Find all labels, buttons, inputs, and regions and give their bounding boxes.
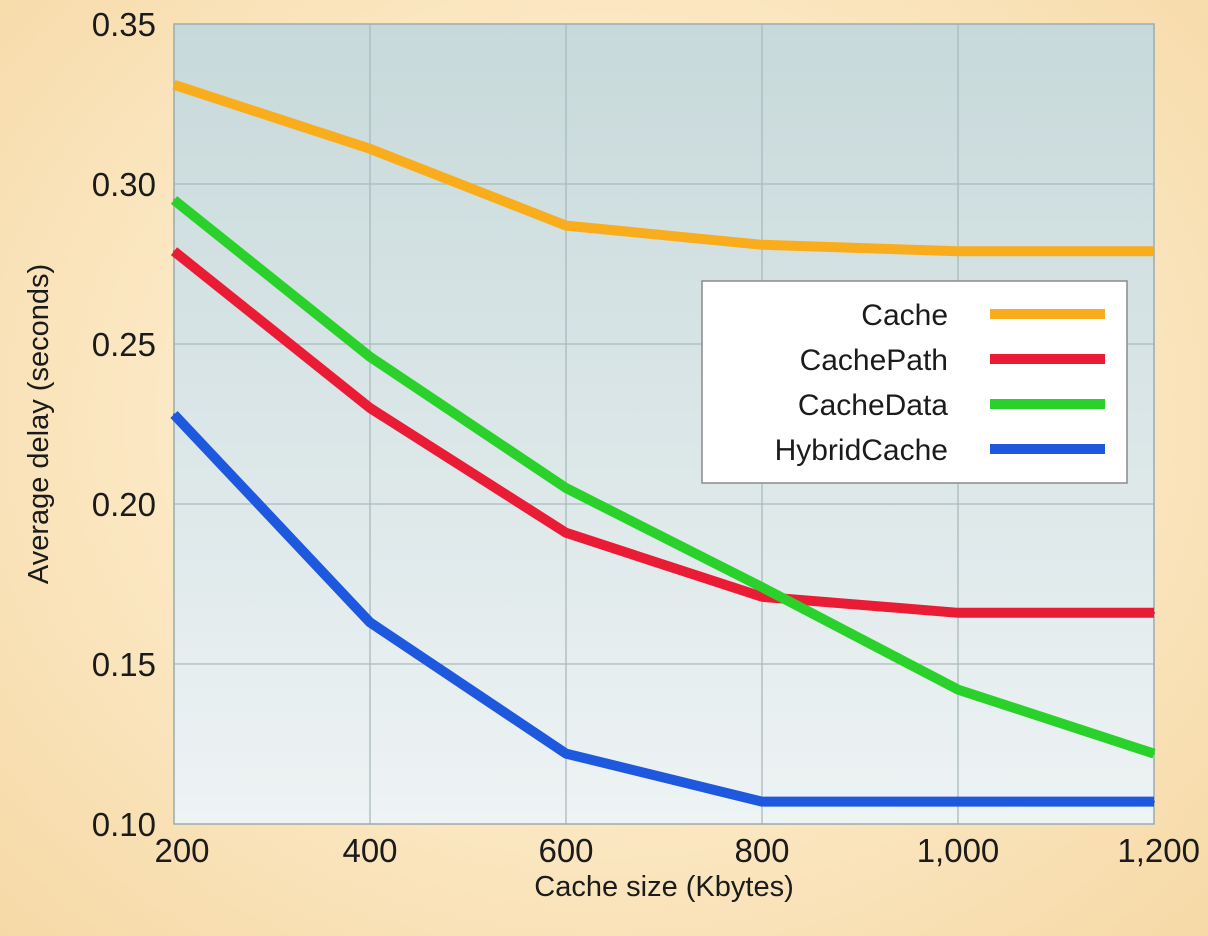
series-line-hybridcache xyxy=(170,410,1154,807)
data-point-cachedata xyxy=(369,355,371,358)
series-line-cache xyxy=(172,80,1154,257)
data-point-cachedata xyxy=(761,586,763,589)
legend-label-cachepath: CachePath xyxy=(800,344,948,377)
data-point-cachepath xyxy=(369,407,371,409)
y-tick-label: 0.30 xyxy=(92,166,156,203)
data-point-cache xyxy=(369,147,371,150)
data-point-cache xyxy=(761,243,763,246)
x-tick-label: 400 xyxy=(342,832,397,869)
x-tick-label: 200 xyxy=(154,832,209,869)
data-point-hybridcache xyxy=(761,800,763,803)
data-point-cachedata xyxy=(957,688,959,691)
y-axis-title: Average delay (seconds) xyxy=(23,264,55,584)
series-group xyxy=(170,80,1156,807)
data-point-hybridcache xyxy=(957,800,959,803)
data-point-cachepath xyxy=(957,611,959,614)
data-point-cache xyxy=(173,83,175,86)
y-tick-label: 0.10 xyxy=(92,806,156,843)
y-tick-label: 0.25 xyxy=(92,326,156,363)
data-point-cachedata xyxy=(565,487,567,489)
data-point-cache xyxy=(565,224,567,227)
x-tick-label: 800 xyxy=(734,832,789,869)
data-point-hybridcache xyxy=(1153,800,1155,803)
plot-frame xyxy=(173,23,1155,825)
y-tick-labels: 0.10 0.15 0.20 0.25 0.30 0.35 xyxy=(92,6,156,843)
series-line-cachepath xyxy=(170,247,1154,618)
data-point-cachedata xyxy=(173,199,175,201)
data-point-cachepath xyxy=(173,250,175,253)
data-point-cachepath xyxy=(565,531,567,534)
legend: Cache CachePath CacheData HybridCache xyxy=(701,280,1128,484)
data-point-cachepath xyxy=(761,595,763,598)
x-axis-title: Cache size (Kbytes) xyxy=(534,871,794,903)
legend-label-cachedata: CacheData xyxy=(798,389,948,422)
x-tick-labels: 200 400 600 800 1,000 1,200 xyxy=(154,832,1200,869)
legend-label-cache: Cache xyxy=(861,299,948,332)
x-tick-label: 1,000 xyxy=(917,832,1000,869)
y-tick-label: 0.35 xyxy=(92,6,156,43)
data-point-hybridcache xyxy=(565,752,567,755)
data-point-hybridcache xyxy=(369,621,371,624)
series-line-cachedata xyxy=(170,196,1156,759)
x-tick-label: 600 xyxy=(538,832,593,869)
data-point-cache xyxy=(1153,250,1155,253)
legend-label-hybridcache: HybridCache xyxy=(775,434,948,467)
data-point-hybridcache xyxy=(173,413,175,416)
y-tick-label: 0.15 xyxy=(92,646,156,683)
data-point-cachepath xyxy=(1153,611,1155,614)
y-tick-label: 0.20 xyxy=(92,486,156,523)
data-point-cache xyxy=(957,250,959,253)
data-point-cachedata xyxy=(1153,752,1155,755)
x-tick-label: 1,200 xyxy=(1117,832,1200,869)
